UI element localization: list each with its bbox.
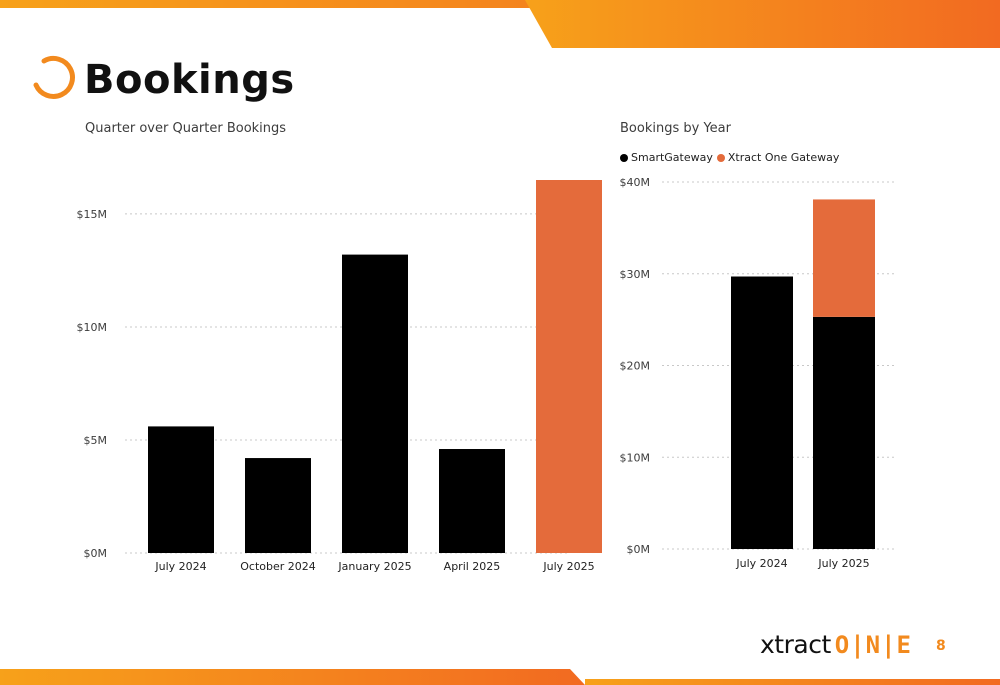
top-accent-band: [0, 0, 1000, 48]
qoq-y-tick-label: $0M: [84, 547, 108, 560]
yearly-y-tick-label: $30M: [620, 268, 651, 281]
qoq-x-tick-label: July 2025: [542, 560, 594, 573]
qoq-x-tick-label: October 2024: [240, 560, 316, 573]
brand-logo: xtract O|N|E: [760, 630, 912, 659]
qoq-x-tick-label: January 2025: [337, 560, 411, 573]
qoq-y-tick-label: $15M: [77, 208, 108, 221]
yearly-y-tick-label: $10M: [620, 451, 651, 464]
brand-name: xtract: [760, 630, 831, 659]
bookings-by-year-chart: $0M $10M $20M $30M $40M July 2024 July 2025: [620, 176, 896, 570]
qoq-bar: [245, 458, 311, 553]
qoq-y-tick-label: $10M: [77, 321, 108, 334]
legend-item-smartgateway: SmartGateway: [620, 151, 713, 164]
yearly-bar-segment: [813, 199, 875, 317]
qoq-chart-title: Quarter over Quarter Bookings: [85, 121, 287, 136]
legend-item-xtract-one-gateway: Xtract One Gateway: [716, 151, 840, 164]
yearly-bar-segment: [731, 276, 793, 549]
yearly-x-tick-label: July 2024: [735, 557, 787, 570]
legend-label-xtract-one-gateway: Xtract One Gateway: [727, 151, 840, 164]
qoq-x-tick-label: July 2024: [154, 560, 206, 573]
bottom-accent-band: [0, 669, 1000, 685]
yearly-y-tick-label: $20M: [620, 360, 651, 373]
yearly-x-tick-label: July 2025: [817, 557, 869, 570]
qoq-bar: [342, 254, 408, 553]
page-number: 8: [936, 638, 946, 654]
yearly-bar-segment: [813, 316, 875, 549]
legend-dot-smartgateway: [620, 153, 628, 162]
qoq-x-tick-label: April 2025: [444, 560, 501, 573]
qoq-bar: [536, 180, 602, 553]
legend-label-smartgateway: SmartGateway: [631, 151, 713, 164]
yearly-y-tick-label: $0M: [627, 543, 651, 556]
legend-dot-xtract-one-gateway: [716, 153, 725, 162]
yearly-chart-title: Bookings by Year: [620, 121, 731, 136]
qoq-bar: [439, 449, 505, 553]
yearly-y-tick-label: $40M: [620, 176, 651, 189]
page-title: Bookings: [84, 57, 295, 103]
qoq-y-tick-label: $5M: [84, 434, 108, 447]
page-header: Bookings: [30, 50, 295, 110]
yearly-chart-legend: SmartGateway Xtract One Gateway: [620, 151, 843, 164]
ring-logo-icon: [33, 55, 75, 99]
qoq-bookings-chart: $0M $5M $10M $15M July 2024 October 2024 Janua…: [77, 180, 602, 573]
brand-suffix: O|N|E: [834, 630, 912, 659]
qoq-bar: [148, 426, 214, 553]
